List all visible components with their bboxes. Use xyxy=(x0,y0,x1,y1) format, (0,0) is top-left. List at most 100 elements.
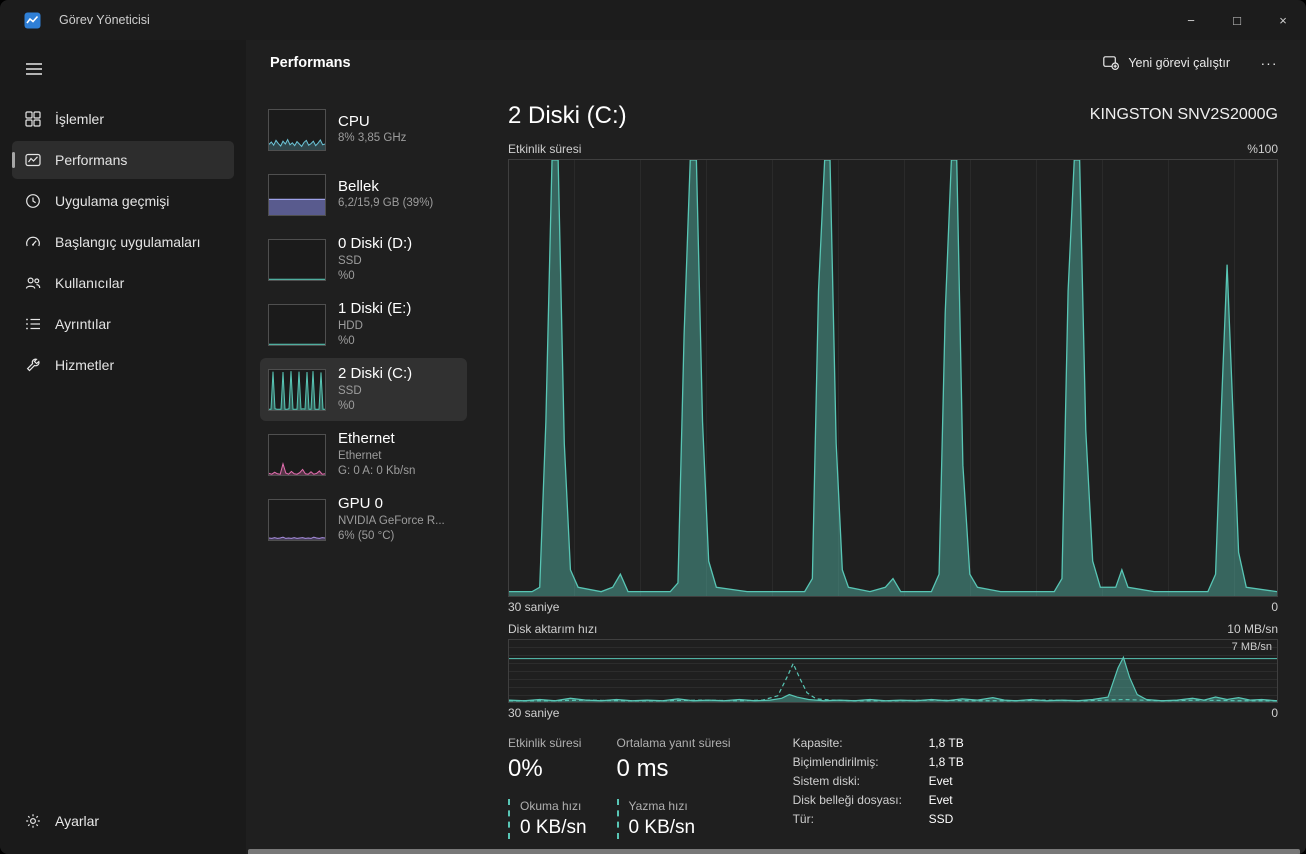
disk1-mini-chart xyxy=(268,303,326,346)
menu-icon xyxy=(26,63,42,75)
activity-chart-label: Etkinlik süresi xyxy=(508,142,582,156)
prop-label: Tür: xyxy=(792,812,814,826)
perf-item-name: 0 Diski (D:) xyxy=(338,235,413,253)
ethernet-mini-chart xyxy=(268,433,326,476)
perf-item-name: Bellek xyxy=(338,177,379,195)
perf-item-sub: 6,2/15,9 GB (39%) xyxy=(338,197,434,210)
close-button[interactable]: × xyxy=(1279,12,1287,28)
perf-item-sub: SSD xyxy=(338,254,362,267)
perf-item-ethernet[interactable]: Ethernet Ethernet G: 0 A: 0 Kb/sn xyxy=(260,423,467,486)
perf-item-sub2: 6% (50 °C) xyxy=(338,529,395,542)
sidebar-item-users[interactable]: Kullanıcılar xyxy=(12,264,234,302)
perf-item-name: 2 Diski (C:) xyxy=(338,365,413,383)
sidebar-item-performance[interactable]: Performans xyxy=(12,141,234,179)
prop-label: Biçimlendirilmiş: xyxy=(792,755,879,769)
perf-item-name: Ethernet xyxy=(338,430,395,448)
services-icon xyxy=(24,357,41,374)
gear-icon xyxy=(24,813,41,830)
main-panel: Performans Yeni görevi çalıştır ··· xyxy=(246,40,1306,854)
memory-mini-chart xyxy=(268,173,326,216)
stats-section: Etkinlik süresi 0% Ortalama yanıt süresi… xyxy=(508,736,1278,839)
transfer-chart-max: 10 MB/sn xyxy=(1227,622,1278,636)
prop-value: SSD xyxy=(928,812,954,826)
header-actions: Yeni görevi çalıştır ··· xyxy=(1091,48,1286,78)
perf-item-name: CPU xyxy=(338,112,370,130)
task-manager-app-icon xyxy=(24,12,41,29)
perf-item-sub2: %0 xyxy=(338,269,355,282)
detail-panel: 2 Diski (C:) KINGSTON SNV2S2000G Etkinli… xyxy=(484,86,1306,854)
prop-value: Evet xyxy=(928,793,953,807)
stat-read-speed: Okuma hızı 0 KB/sn xyxy=(508,799,587,839)
processes-icon xyxy=(24,111,41,128)
perf-item-cpu[interactable]: CPU 8% 3,85 GHz xyxy=(260,98,467,161)
sidebar-item-details[interactable]: Ayrıntılar xyxy=(12,305,234,343)
users-icon xyxy=(24,275,41,292)
prop-value: Evet xyxy=(928,774,953,788)
hamburger-button[interactable] xyxy=(16,52,52,86)
prop-label: Disk belleği dosyası: xyxy=(792,793,902,807)
activity-chart xyxy=(508,159,1278,597)
disk2-mini-chart xyxy=(268,368,326,411)
disk0-mini-chart xyxy=(268,238,326,281)
startup-icon xyxy=(24,234,41,251)
perf-item-name: GPU 0 xyxy=(338,495,384,513)
nav-label: Uygulama geçmişi xyxy=(55,193,170,209)
perf-item-sub: NVIDIA GeForce R... xyxy=(338,514,445,527)
perf-item-disk-2[interactable]: 2 Diski (C:) SSD %0 xyxy=(260,358,467,421)
stat-write-speed: Yazma hızı 0 KB/sn xyxy=(616,799,731,839)
stat-active-time: Etkinlik süresi 0% xyxy=(508,736,582,782)
perf-list: CPU 8% 3,85 GHz Bellek 6,2/15,9 GB (39%)… xyxy=(246,86,484,854)
perf-item-sub: SSD xyxy=(338,384,362,397)
sidebar-item-startup-apps[interactable]: Başlangıç uygulamaları xyxy=(12,223,234,261)
perf-item-sub2: %0 xyxy=(338,399,355,412)
nav-list: İşlemler Performans Uygulama geçmişi xyxy=(0,100,246,384)
perf-item-name: 1 Diski (E:) xyxy=(338,300,412,318)
transfer-x-right: 0 xyxy=(1271,706,1278,720)
titlebar: Görev Yöneticisi − □ × xyxy=(0,0,1306,40)
stat-avg-response: Ortalama yanıt süresi 0 ms xyxy=(616,736,731,782)
perf-item-disk-1[interactable]: 1 Diski (E:) HDD %0 xyxy=(260,293,467,356)
run-new-task-button[interactable]: Yeni görevi çalıştır xyxy=(1091,49,1242,77)
sidebar-item-processes[interactable]: İşlemler xyxy=(12,100,234,138)
transfer-chart: 7 MB/sn xyxy=(508,639,1278,703)
details-icon xyxy=(24,316,41,333)
nav-label: Başlangıç uygulamaları xyxy=(55,234,201,250)
activity-chart-max: %100 xyxy=(1247,142,1278,156)
cpu-mini-chart xyxy=(268,108,326,151)
nav-label: Kullanıcılar xyxy=(55,275,125,291)
nav-label: İşlemler xyxy=(55,111,105,127)
sidebar: İşlemler Performans Uygulama geçmişi xyxy=(0,40,246,854)
perf-item-sub: HDD xyxy=(338,319,363,332)
new-task-icon xyxy=(1103,56,1120,70)
transfer-x-left: 30 saniye xyxy=(508,706,560,720)
perf-item-sub: Ethernet xyxy=(338,449,382,462)
gpu-mini-chart xyxy=(268,498,326,541)
nav-label: Hizmetler xyxy=(55,357,115,373)
content-body: CPU 8% 3,85 GHz Bellek 6,2/15,9 GB (39%)… xyxy=(246,86,1306,854)
transfer-peak-label: 7 MB/sn xyxy=(1231,641,1272,653)
minimize-button[interactable]: − xyxy=(1187,12,1195,28)
nav-label: Performans xyxy=(55,152,128,168)
prop-value: 1,8 TB xyxy=(928,755,964,769)
perf-item-sub2: %0 xyxy=(338,334,355,347)
activity-x-right: 0 xyxy=(1271,600,1278,614)
window-controls: − □ × xyxy=(1168,0,1306,40)
sidebar-item-services[interactable]: Hizmetler xyxy=(12,346,234,384)
transfer-chart-label: Disk aktarım hızı xyxy=(508,622,598,636)
disk-properties: Kapasite: 1,8 TB Biçimlendirilmiş: 1,8 T… xyxy=(793,736,964,839)
content-header: Performans Yeni görevi çalıştır ··· xyxy=(246,40,1306,86)
perf-item-sub2: G: 0 A: 0 Kb/sn xyxy=(338,464,416,477)
perf-item-memory[interactable]: Bellek 6,2/15,9 GB (39%) xyxy=(260,163,467,226)
perf-item-gpu[interactable]: GPU 0 NVIDIA GeForce R... 6% (50 °C) xyxy=(260,488,467,551)
maximize-button[interactable]: □ xyxy=(1233,12,1241,28)
sidebar-item-settings[interactable]: Ayarlar xyxy=(12,802,234,840)
more-options-button[interactable]: ··· xyxy=(1252,48,1286,78)
run-new-task-label: Yeni görevi çalıştır xyxy=(1128,56,1230,70)
nav-label: Ayrıntılar xyxy=(55,316,111,332)
perf-item-disk-0[interactable]: 0 Diski (D:) SSD %0 xyxy=(260,228,467,291)
sidebar-item-app-history[interactable]: Uygulama geçmişi xyxy=(12,182,234,220)
page-title: Performans xyxy=(270,55,351,71)
window-bottom-edge xyxy=(248,849,1300,854)
more-icon: ··· xyxy=(1260,55,1278,71)
history-icon xyxy=(24,193,41,210)
